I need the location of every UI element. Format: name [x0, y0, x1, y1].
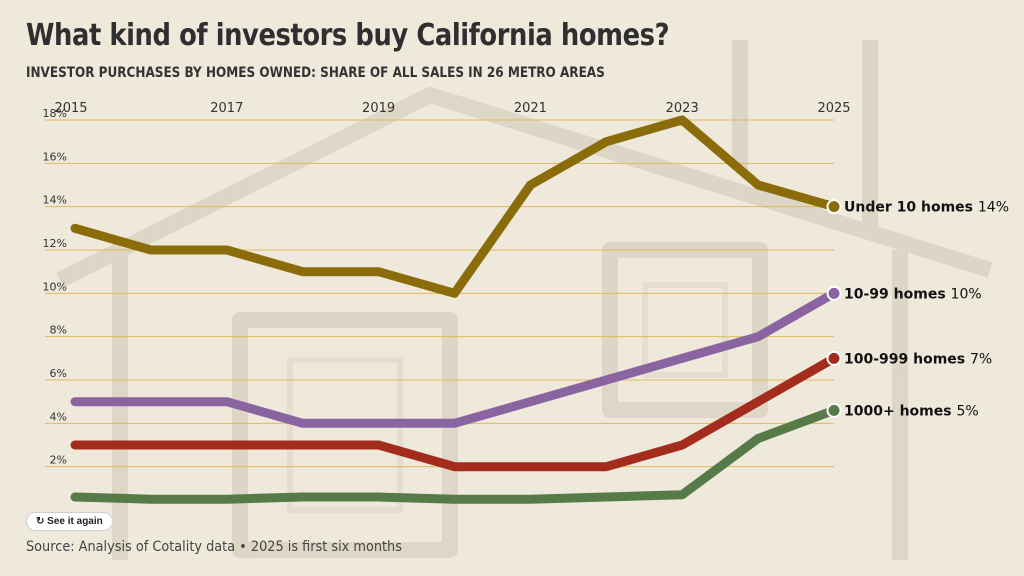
x-tick-label: 2019 [362, 101, 395, 116]
end-label-value: 14% [978, 200, 1009, 216]
end-point-under-10-homes [826, 199, 842, 215]
series-line-100-999-homes [70, 353, 839, 472]
end-label-under-10-homes: Under 10 homes 14% [844, 200, 1009, 216]
x-axis-ticks: 2015 2017 2019 2021 2023 2025 [54, 101, 850, 116]
y-tick-label: 18% [43, 107, 67, 120]
end-label-value: 5% [956, 403, 978, 419]
series-line-10-99-homes [70, 288, 839, 428]
end-label-value: 10% [951, 286, 982, 302]
chart-title: What kind of investors buy California ho… [26, 18, 670, 53]
end-label-name: 1000+ homes [844, 403, 956, 419]
series-line-1000-homes [70, 405, 839, 504]
y-tick-label: 10% [43, 280, 67, 293]
x-tick-label: 2025 [817, 101, 850, 116]
y-tick-label: 14% [43, 194, 67, 207]
end-point-100-999-homes [826, 350, 842, 366]
end-label-value: 7% [970, 351, 992, 367]
end-labels: Under 10 homes 14% 10-99 homes 10% 100-999… [844, 200, 1009, 420]
see-it-again-label: See it again [47, 516, 103, 527]
end-point-10-99-homes [826, 285, 842, 301]
end-label-name: 100-999 homes [844, 351, 970, 367]
x-tick-label: 2017 [210, 101, 243, 116]
end-label-100-999-homes: 100-999 homes 7% [844, 351, 992, 367]
y-axis-ticks: 2% 4% 6% 8% 10% 12% 14% 16% 18% [43, 107, 67, 467]
end-label-10-99-homes: 10-99 homes 10% [844, 286, 982, 302]
x-tick-label: 2023 [666, 101, 699, 116]
end-point-1000-homes [826, 402, 842, 418]
x-tick-label: 2015 [54, 101, 87, 116]
y-tick-label: 4% [50, 410, 67, 423]
y-tick-label: 2% [50, 454, 67, 467]
chart-subtitle: INVESTOR PURCHASES BY HOMES OWNED: SHARE… [26, 65, 605, 81]
end-label-name: Under 10 homes [844, 200, 978, 216]
y-tick-label: 12% [43, 237, 67, 250]
replay-icon: ↻ [36, 516, 45, 527]
y-tick-label: 8% [50, 324, 67, 337]
y-tick-label: 6% [50, 367, 67, 380]
series-lines [70, 115, 842, 504]
end-label-name: 10-99 homes [844, 286, 951, 302]
y-tick-label: 16% [43, 150, 67, 163]
series-line-under-10-homes [70, 115, 839, 298]
x-tick-label: 2021 [514, 101, 547, 116]
source-note: Source: Analysis of Cotality data • 2025… [26, 539, 402, 555]
end-label-1000-homes: 1000+ homes 5% [844, 403, 979, 419]
see-it-again-button[interactable]: ↻ See it again [26, 512, 113, 531]
